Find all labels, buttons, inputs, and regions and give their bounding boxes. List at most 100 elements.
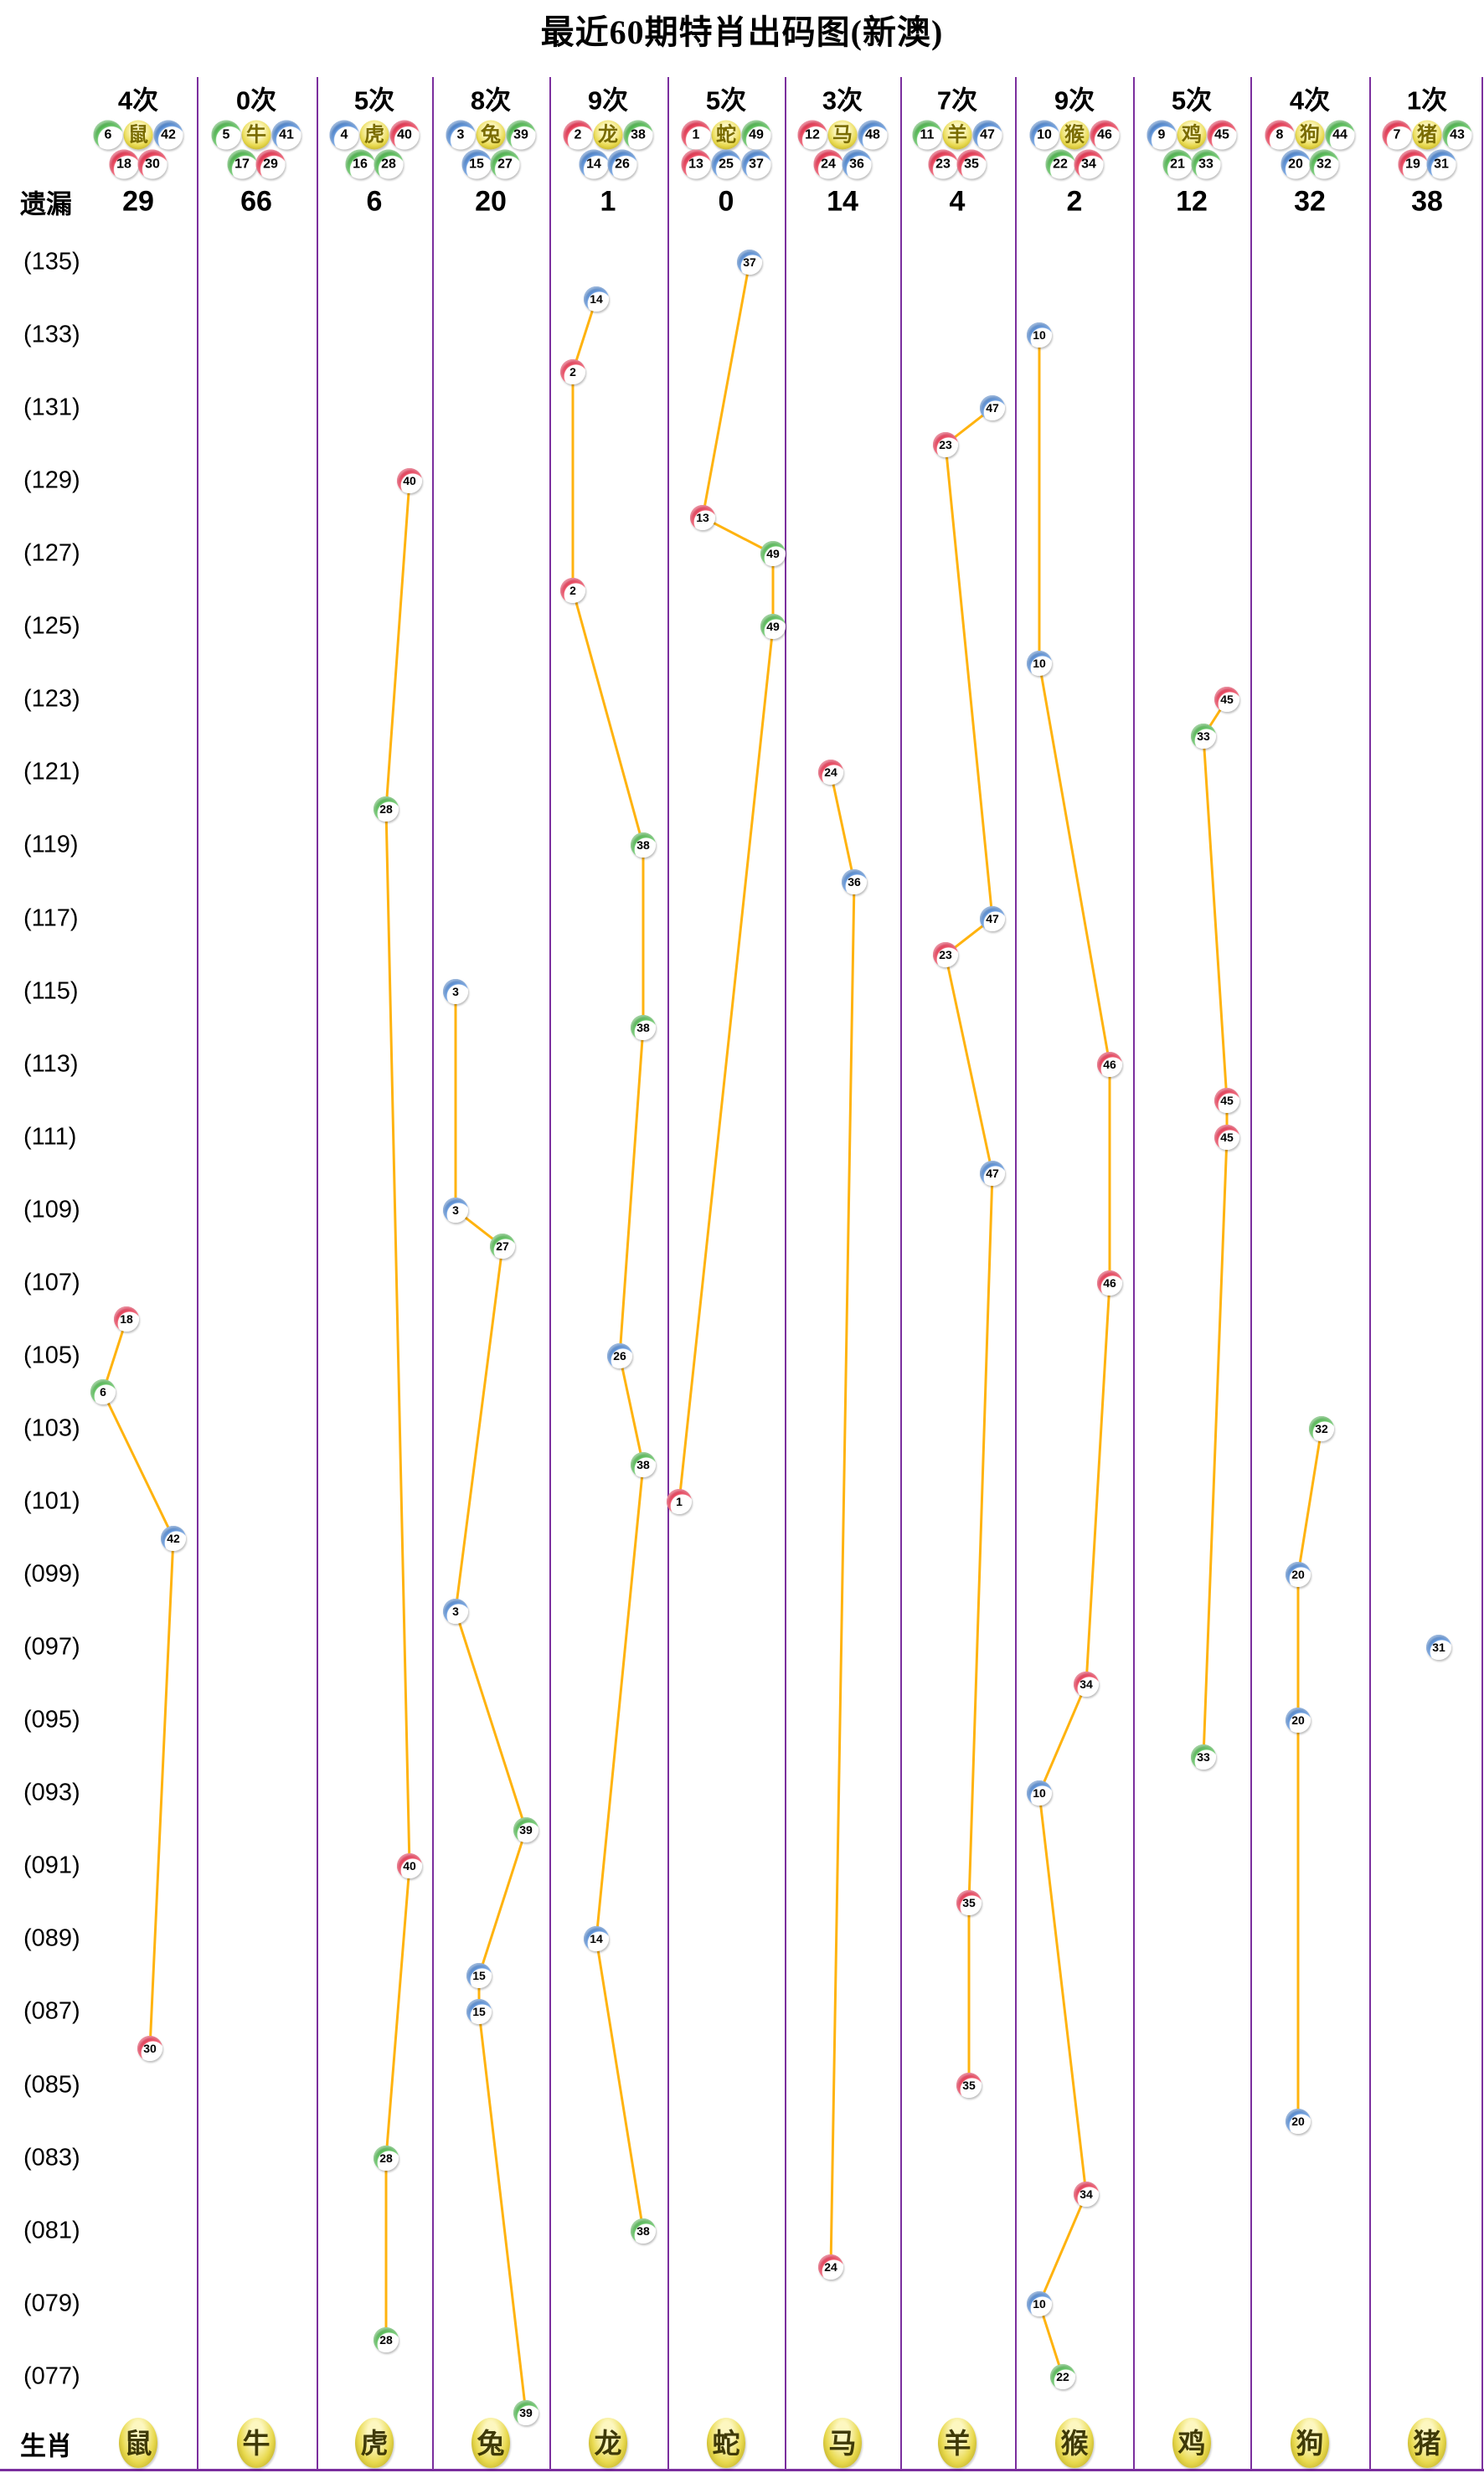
column-separator [900,77,902,2469]
chart-ball: 10 [1027,1780,1052,1806]
zodiac-header-ball: 23 [928,149,958,179]
miss-count-value: 6 [366,185,383,218]
zodiac-header-ball: 16 [345,149,375,179]
ball-number: 24 [821,157,836,171]
column-separator [1133,77,1135,2469]
ball-number: 47 [986,1167,999,1181]
miss-count-value: 4 [949,185,966,218]
bottom-zodiac-oval: 兔 [471,2418,510,2468]
zodiac-char-ball: 兔 [476,120,506,150]
period-label: (099) [23,1560,80,1588]
chart-ball: 22 [1050,2363,1075,2389]
ball-number: 32 [1317,157,1332,171]
zodiac-char: 狗 [1300,123,1320,146]
ball-number: 14 [590,291,603,306]
miss-count-value: 38 [1411,185,1443,218]
ball-number: 42 [167,1531,180,1545]
bottom-zodiac-oval: 鼠 [119,2418,157,2468]
ball-number: 37 [749,157,764,171]
chart-ball: 24 [818,2254,843,2280]
ball-number: 5 [222,127,230,142]
zodiac-header-ball: 13 [681,149,711,179]
chart-ball: 14 [584,1926,609,1952]
times-count-label: 4次 [117,85,159,116]
zodiac-header-ball: 48 [858,120,888,150]
period-label: (079) [23,2290,80,2317]
ball-number: 23 [939,437,952,451]
zodiac-header-ball: 21 [1162,149,1193,179]
bottom-zodiac-char: 狗 [1296,2427,1324,2459]
trend-line [384,481,411,2341]
zodiac-char: 马 [832,123,853,146]
bottom-zodiac-oval: 蛇 [707,2418,745,2468]
ball-number: 48 [865,127,880,142]
miss-count-value: 32 [1294,185,1326,218]
chart-ball: 38 [631,1015,656,1041]
ball-number: 28 [379,2333,393,2347]
zodiac-header-ball: 44 [1325,120,1355,150]
ball-number: 38 [636,1021,650,1035]
zodiac-header-ball: 8 [1265,120,1295,150]
ball-number: 49 [766,547,780,561]
times-count-label: 7次 [936,85,978,116]
ball-number: 35 [962,1895,976,1909]
ball-number: 45 [1220,1130,1234,1144]
zodiac-char: 猴 [1064,123,1085,146]
ball-number: 3 [456,127,465,142]
chart-ball: 45 [1214,1124,1239,1150]
zodiac-header-ball: 6 [93,120,123,150]
chart-ball: 40 [397,468,422,494]
chart-ball: 18 [114,1306,139,1332]
miss-count-value: 0 [718,185,734,218]
chart-ball: 28 [374,2145,399,2171]
times-count-label: 5次 [1171,85,1213,116]
bottom-zodiac-char: 龙 [594,2427,622,2459]
period-label: (135) [23,248,80,276]
chart-ball: 3 [443,1197,468,1223]
zodiac-char: 猪 [1417,123,1437,146]
zodiac-header-ball: 7 [1382,120,1412,150]
period-label: (091) [23,1852,80,1879]
ball-number: 47 [986,401,999,415]
zodiac-header-ball: 9 [1146,120,1177,150]
ball-number: 41 [279,127,294,142]
zodiac-header-ball: 25 [711,149,741,179]
times-count-label: 9次 [1054,85,1095,116]
miss-count-value: 29 [122,185,154,218]
ball-number: 43 [1450,127,1465,142]
ball-number: 13 [688,157,703,171]
chart-ball: 23 [933,431,958,457]
ball-number: 33 [1198,157,1213,171]
column-separator [432,77,434,2469]
ball-number: 46 [1103,1275,1116,1290]
ball-number: 30 [145,157,160,171]
ball-number: 23 [935,157,951,171]
column-separator [1481,77,1483,2469]
zodiac-char-ball: 狗 [1295,120,1325,150]
ball-number: 15 [472,1968,486,1982]
zodiac-row-label: 生肖 [20,2431,72,2461]
ball-number: 27 [496,1239,509,1254]
chart-ball: 13 [690,504,715,530]
ball-number: 33 [1197,1749,1210,1764]
chart-ball: 45 [1214,1088,1239,1114]
trend-line [1038,335,1111,2378]
ball-number: 12 [805,127,820,142]
ball-number: 2 [569,364,576,379]
trend-line [101,1318,175,2049]
bottom-zodiac-oval: 鸡 [1172,2418,1211,2468]
zodiac-char-ball: 猪 [1412,120,1442,150]
ball-number: 15 [469,157,484,171]
zodiac-char-ball: 羊 [942,120,972,150]
zodiac-header-ball: 18 [109,149,139,179]
chart-ball: 20 [1286,1708,1311,1734]
bottom-zodiac-char: 虎 [360,2427,389,2459]
ball-number: 46 [1103,1057,1116,1071]
bottom-zodiac-char: 兔 [477,2427,505,2459]
ball-number: 19 [1405,157,1420,171]
chart-ball: 33 [1191,1744,1216,1770]
chart-ball: 10 [1027,2290,1052,2316]
chart-ball: 47 [980,395,1005,421]
zodiac-header-ball: 3 [446,120,476,150]
zodiac-header-ball: 38 [623,120,653,150]
